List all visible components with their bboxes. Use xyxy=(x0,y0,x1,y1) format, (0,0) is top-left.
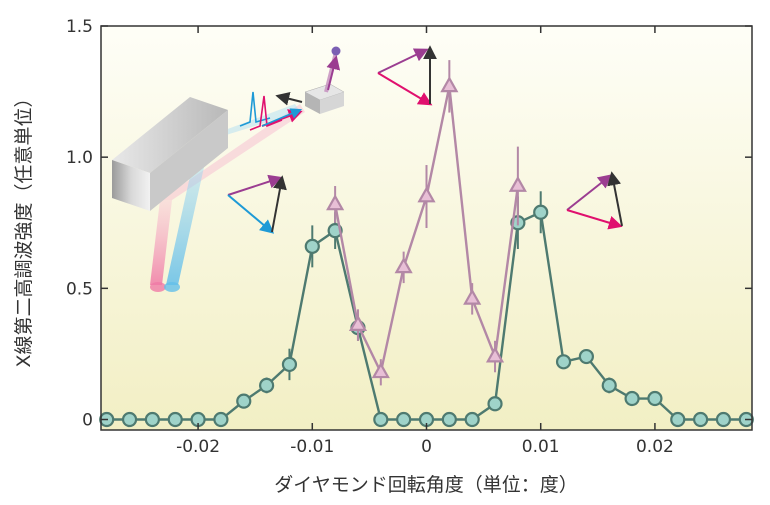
data-point xyxy=(441,411,457,428)
y-tick-label: 0.5 xyxy=(66,279,93,299)
data-point xyxy=(144,411,160,428)
x-tick-label: -0.01 xyxy=(290,437,334,457)
output-spot xyxy=(331,46,341,56)
x-tick-label: -0.02 xyxy=(176,437,220,457)
series-triangle xyxy=(326,60,527,386)
data-point xyxy=(601,377,617,394)
sample-side xyxy=(320,92,344,114)
blue-beam xyxy=(166,140,210,285)
data-point xyxy=(647,390,663,407)
crystal-top xyxy=(112,97,228,173)
data-point xyxy=(213,411,229,428)
data-point xyxy=(463,288,482,305)
data-point xyxy=(304,238,320,254)
data-point xyxy=(281,356,298,373)
data-point xyxy=(485,346,505,363)
data-point xyxy=(624,390,640,407)
series-layer xyxy=(99,60,754,428)
data-point xyxy=(417,186,436,203)
x-tick-label: 0.01 xyxy=(522,437,560,457)
data-point xyxy=(440,76,459,93)
data-point xyxy=(373,411,389,428)
data-point xyxy=(348,314,368,331)
pink-spot xyxy=(150,282,166,292)
inset-arrow-purple xyxy=(326,55,341,91)
inset-arrow-cyan xyxy=(261,108,303,127)
inset-arrow-black xyxy=(275,91,303,106)
data-point xyxy=(693,411,709,428)
y-axis-label: X線第二高調波強度（任意単位） xyxy=(13,88,35,367)
data-point xyxy=(259,377,275,394)
experiment-illustration xyxy=(112,46,345,292)
x-tick-label: 0.02 xyxy=(636,437,674,457)
data-point xyxy=(487,396,503,412)
y-tick-label: 1.0 xyxy=(66,148,93,168)
data-point xyxy=(371,362,390,379)
data-point xyxy=(167,411,183,428)
polarization-diagram-top xyxy=(377,45,437,106)
crystal-front xyxy=(112,160,150,211)
data-point xyxy=(508,175,527,192)
data-point xyxy=(533,204,549,220)
data-point xyxy=(715,411,732,428)
blue-spot xyxy=(164,282,180,292)
polarization-diagram-right xyxy=(566,171,623,230)
data-point xyxy=(396,411,412,428)
ticks-layer: -0.02 -0.01 0 0.01 0.02 0 0.5 1.0 1.5 xyxy=(66,17,752,457)
polarization-diagram-left xyxy=(227,174,287,234)
x-axis-label: ダイヤモンド回転角度（単位：度） xyxy=(274,474,577,496)
data-point xyxy=(121,411,138,428)
data-point xyxy=(394,257,413,274)
data-point xyxy=(464,411,480,428)
y-tick-label: 1.5 xyxy=(66,17,93,37)
series-circle xyxy=(99,191,754,428)
data-point xyxy=(670,411,686,428)
data-point xyxy=(555,354,572,370)
data-point xyxy=(578,348,594,365)
data-point xyxy=(326,194,345,211)
y-tick-label: 0 xyxy=(82,411,93,431)
x-tick-label: 0 xyxy=(421,437,432,457)
data-point xyxy=(236,393,252,409)
crystal-side xyxy=(150,110,228,211)
sample-front xyxy=(305,92,320,114)
pulse-magenta xyxy=(249,95,283,131)
pink-beam xyxy=(150,200,172,285)
